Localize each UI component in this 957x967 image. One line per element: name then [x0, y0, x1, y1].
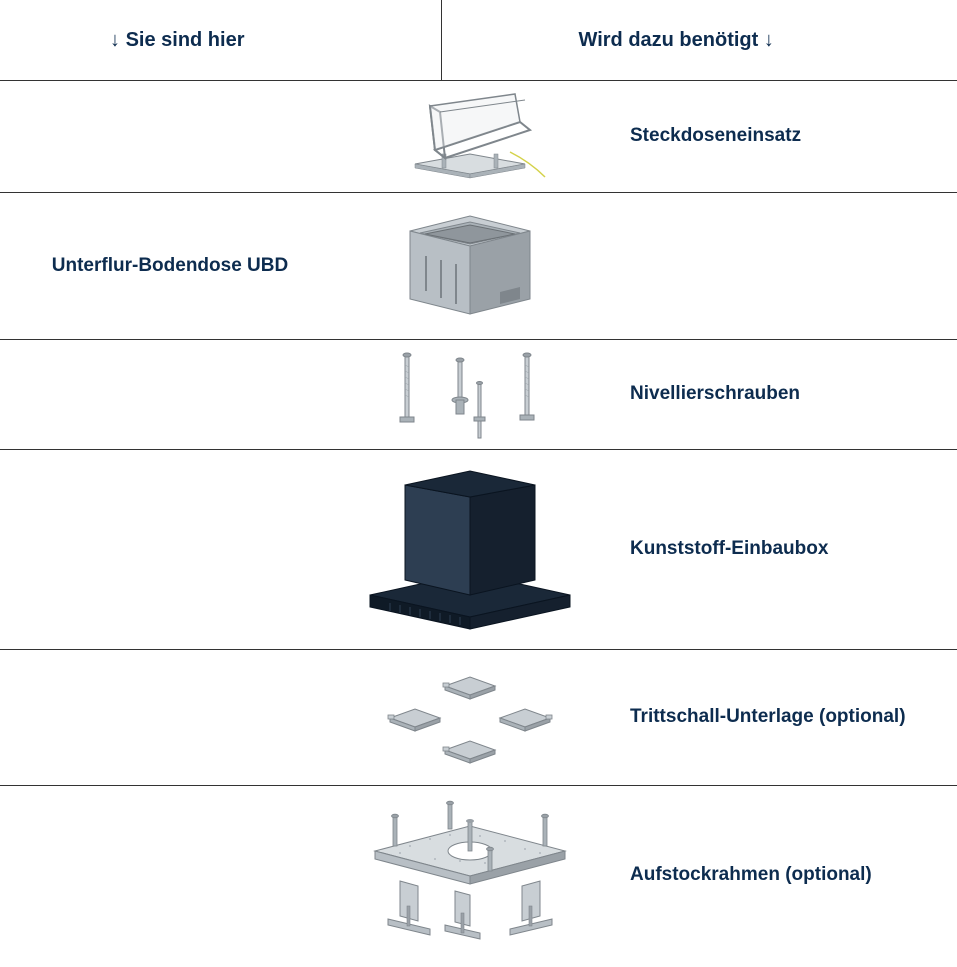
row-left-label: [0, 127, 340, 147]
row-right-label: Trittschall-Unterlage (optional): [600, 705, 957, 730]
header-left-text: Sie sind hier: [126, 29, 245, 51]
sound-pads-icon: [340, 658, 600, 778]
socket-insert-icon: [340, 92, 600, 182]
leveling-screws-icon: [340, 345, 600, 445]
floor-box-icon: [340, 196, 600, 336]
table-row: Nivellierschrauben: [0, 339, 957, 449]
row-left-label: [0, 708, 340, 728]
header-right-text: Wird dazu benötigt: [579, 29, 759, 51]
table-header: ↓ Sie sind hier Wird dazu benötigt ↓: [0, 0, 957, 80]
table-row: Steckdoseneinsatz: [0, 80, 957, 192]
table-row: Aufstockrahmen (optional): [0, 785, 957, 965]
arrow-down-icon: ↓: [764, 29, 774, 51]
plastic-box-icon: [340, 455, 600, 645]
table-row: Trittschall-Unterlage (optional): [0, 649, 957, 785]
row-left-label: [0, 866, 340, 886]
row-right-label: Nivellierschrauben: [600, 382, 957, 407]
extension-frame-icon: [340, 791, 600, 961]
row-right-label: Steckdoseneinsatz: [600, 124, 957, 149]
table-row: Kunststoff-Einbaubox: [0, 449, 957, 649]
header-left: ↓ Sie sind hier: [0, 29, 489, 52]
arrow-down-icon: ↓: [110, 29, 120, 51]
row-right-label: Aufstockrahmen (optional): [600, 863, 957, 888]
row-left-label: [0, 540, 340, 560]
table-row: Unterflur-Bodendose UBD: [0, 192, 957, 339]
center-divider-line: [441, 0, 442, 80]
header-right: Wird dazu benötigt ↓: [489, 29, 957, 52]
row-right-label: Kunststoff-Einbaubox: [600, 537, 957, 562]
row-left-label: [0, 385, 340, 405]
row-left-label: Unterflur-Bodendose UBD: [0, 245, 340, 287]
